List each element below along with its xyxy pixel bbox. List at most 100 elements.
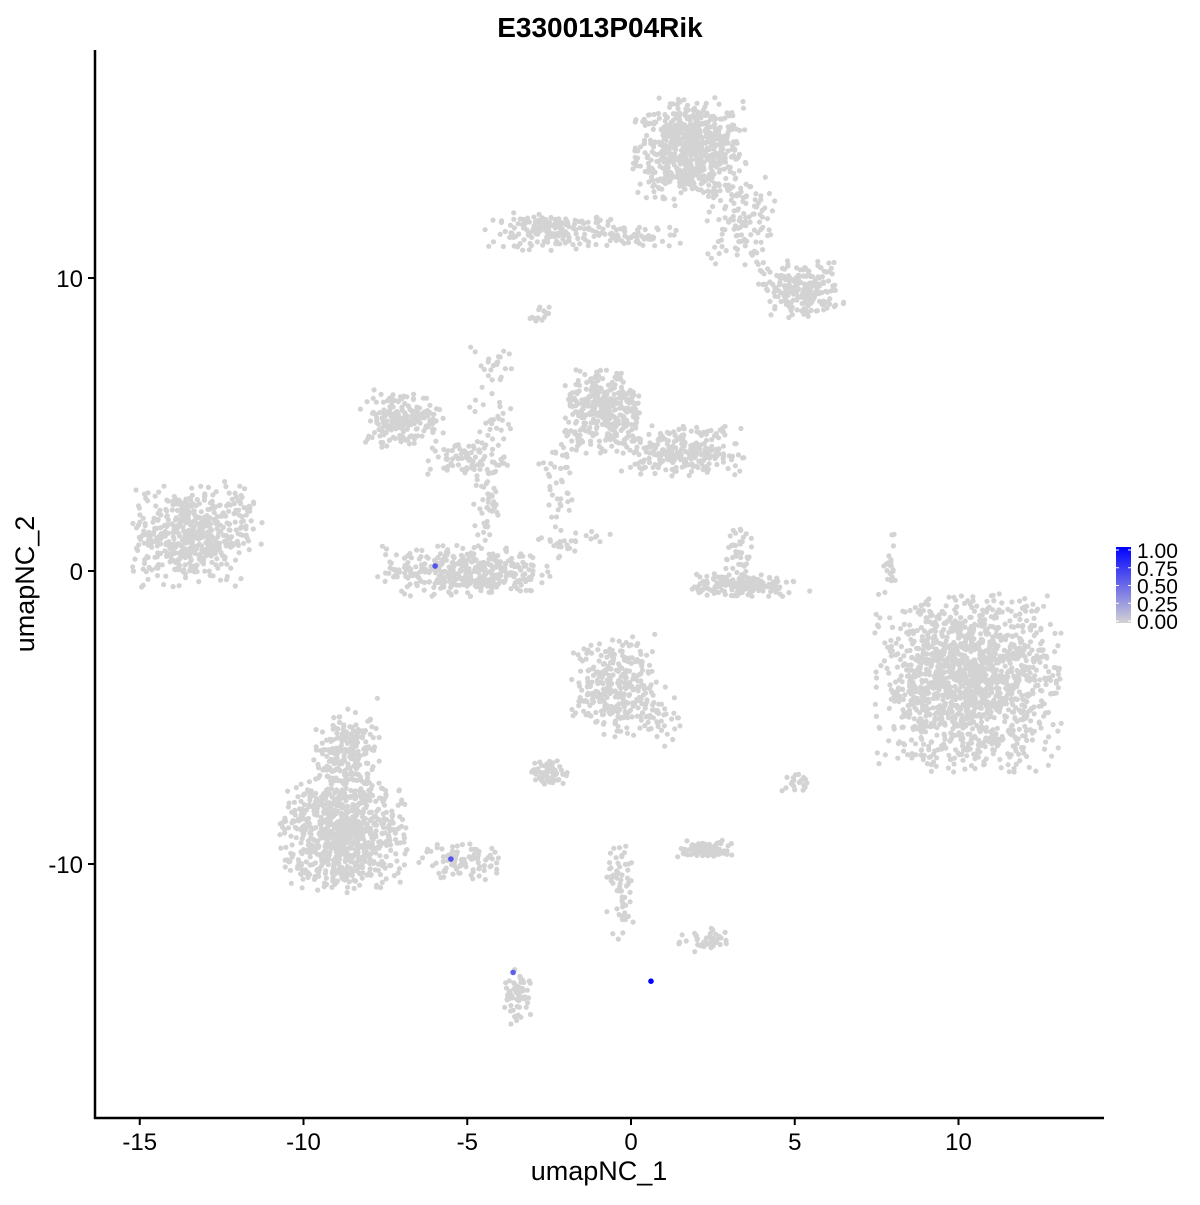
cell-point [599, 406, 606, 412]
cell-point [377, 410, 383, 416]
cell-point [742, 218, 748, 224]
cell-point [732, 472, 738, 478]
cell-point [170, 584, 176, 590]
cell-point [909, 655, 915, 661]
cell-point [981, 740, 987, 746]
cell-point [624, 405, 631, 411]
cell-point [1020, 622, 1026, 629]
cell-point [540, 460, 547, 466]
cell-point [1009, 665, 1015, 671]
cell-point [688, 138, 694, 144]
cell-point [798, 279, 804, 286]
cell-point [917, 607, 923, 614]
cell-point [977, 631, 984, 637]
cell-point [1039, 688, 1045, 694]
cell-point [701, 173, 707, 179]
cell-point [895, 685, 902, 691]
cell-point [728, 592, 735, 599]
cell-point [441, 446, 447, 453]
cell-point [1020, 717, 1026, 723]
cell-point [716, 250, 722, 257]
cell-point [690, 463, 696, 470]
cell-point [1031, 728, 1037, 734]
cell-point [722, 159, 729, 165]
cell-point [975, 754, 982, 760]
cell-point [898, 673, 904, 679]
cell-point [429, 445, 435, 451]
cell-point [710, 135, 717, 141]
cell-point [764, 216, 771, 222]
cell-point [1004, 692, 1010, 698]
cell-point [939, 662, 945, 668]
cell-point [650, 183, 656, 190]
cell-point [745, 575, 751, 581]
cell-point [938, 676, 945, 682]
cell-point [479, 384, 485, 390]
cell-point [717, 427, 723, 433]
cell-point [891, 694, 897, 700]
cell-point [482, 537, 488, 543]
cell-point [137, 519, 143, 525]
cell-point [888, 643, 895, 649]
cell-point [562, 383, 568, 389]
cell-point [941, 646, 947, 652]
cell-point [827, 296, 833, 302]
cell-point [446, 589, 452, 595]
cell-point [379, 543, 385, 549]
cell-point [988, 682, 994, 688]
cell-point [588, 388, 594, 394]
cell-point [459, 568, 465, 574]
cell-point [930, 705, 936, 711]
cell-point [466, 457, 472, 463]
cell-point [436, 573, 442, 580]
cell-point [765, 287, 771, 294]
cell-point [636, 451, 642, 458]
cell-point [707, 455, 713, 461]
cell-point [477, 466, 483, 472]
cell-point [691, 114, 697, 120]
cell-point [547, 573, 553, 579]
cell-point [977, 667, 983, 673]
cell-point [474, 477, 480, 483]
cell-point [902, 692, 908, 698]
cell-point [740, 534, 746, 541]
cell-point [939, 743, 945, 749]
cell-point [684, 133, 690, 139]
cell-point [641, 236, 647, 242]
cell-point [994, 725, 1001, 731]
cell-point [218, 549, 224, 556]
cell-point [748, 580, 754, 587]
cell-point [970, 630, 976, 636]
cell-point [733, 233, 739, 239]
cell-point [912, 605, 918, 611]
cell-point [996, 673, 1003, 679]
cell-point [722, 227, 728, 233]
cell-point [220, 510, 226, 516]
cell-point [496, 416, 502, 422]
cell-point [207, 572, 213, 579]
cell-point [745, 556, 751, 562]
cell-point [717, 124, 723, 130]
cell-point [664, 441, 670, 447]
cell-point [498, 218, 505, 224]
cell-point [624, 417, 630, 423]
cell-point [886, 670, 892, 676]
cell-point [487, 426, 493, 432]
cell-point [153, 503, 159, 509]
cell-point [1035, 606, 1041, 612]
cell-point [970, 594, 976, 600]
cell-point [1044, 655, 1050, 661]
cell-point [632, 145, 639, 151]
cell-point [742, 127, 748, 133]
cell-point [702, 104, 708, 110]
cell-point [366, 433, 372, 439]
cell-point [485, 373, 491, 379]
cell-point [729, 457, 735, 463]
cell-point [958, 695, 964, 701]
cell-point [540, 224, 546, 230]
cell-point [539, 580, 545, 586]
cell-point [408, 566, 414, 572]
cell-point [396, 569, 403, 575]
cell-point [948, 736, 954, 742]
cell-point [979, 661, 986, 667]
